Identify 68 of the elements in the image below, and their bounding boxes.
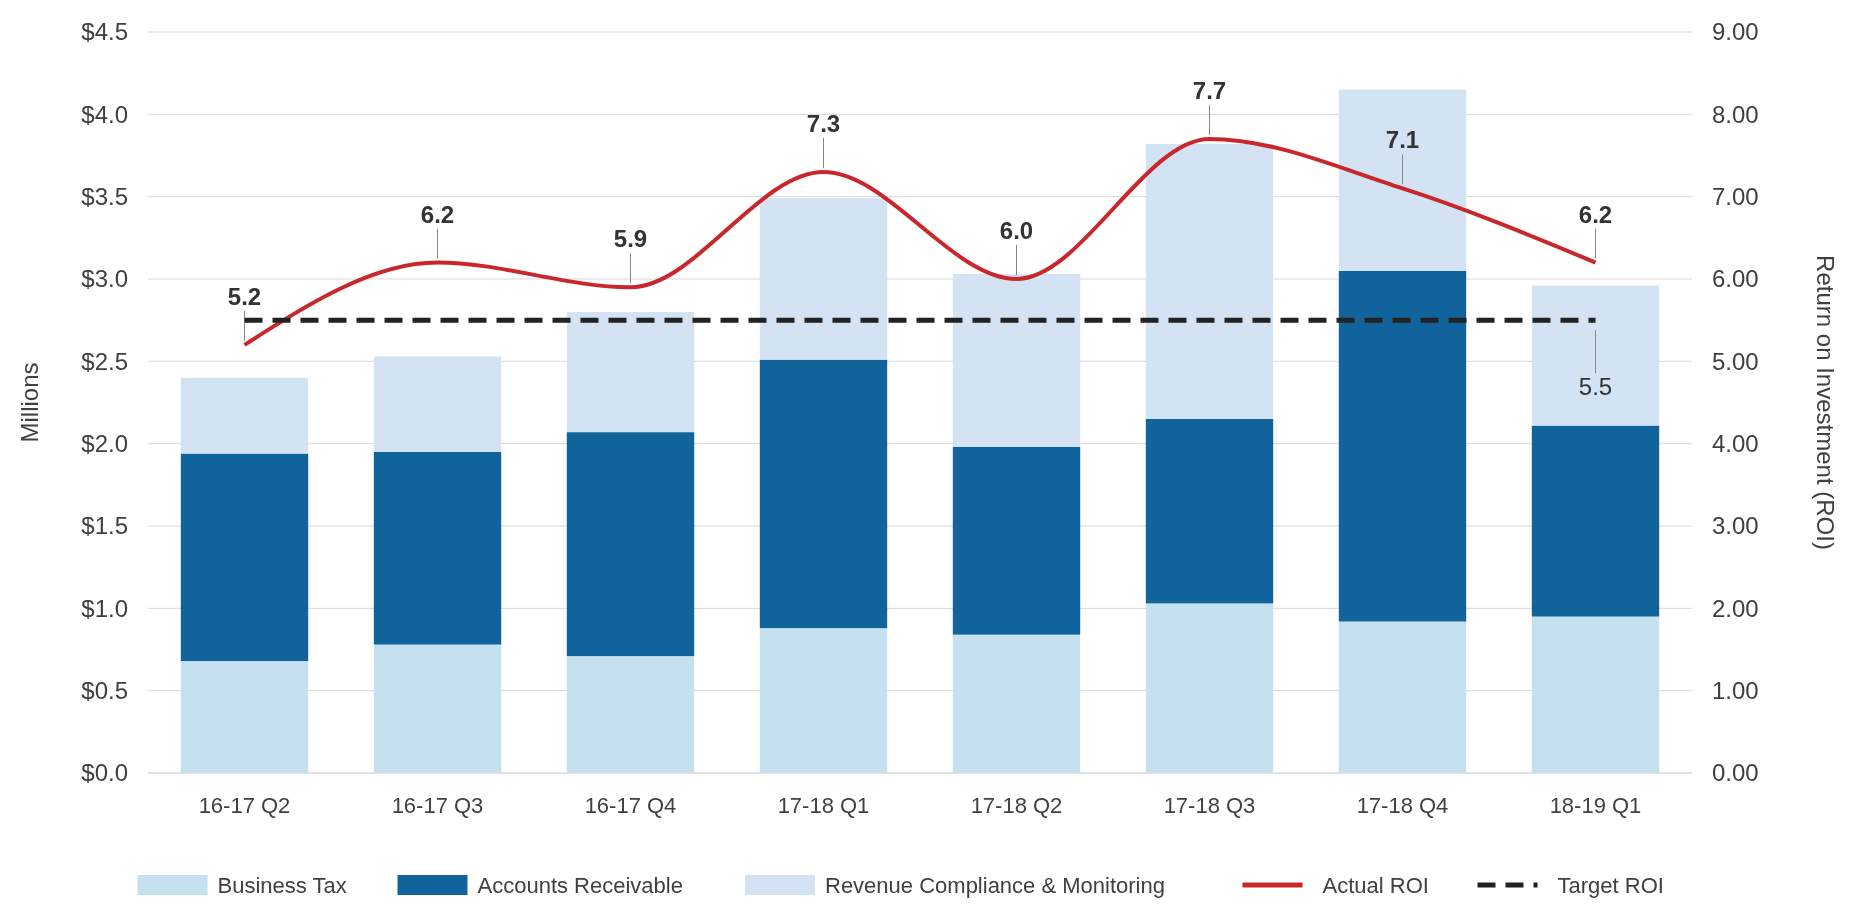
bar: [180, 453, 309, 662]
y-tick-label: $4.5: [81, 18, 128, 46]
bar: [1145, 143, 1274, 419]
legend-label: Revenue Compliance & Monitoring: [825, 872, 1165, 898]
y2-tick-label: 8.00: [1712, 100, 1759, 128]
y-tick-label: $0.5: [81, 677, 128, 705]
bar: [373, 451, 502, 645]
y2-tick-label: 5.00: [1712, 347, 1759, 375]
y2-tick-label: 2.00: [1712, 594, 1759, 622]
y2-tick-label: 6.00: [1712, 265, 1759, 293]
bar: [566, 656, 695, 773]
bar: [1531, 285, 1660, 426]
x-tick-label: 16-17 Q2: [198, 793, 291, 818]
data-label: 6.2: [1578, 200, 1613, 228]
legend-label: Business Tax: [217, 872, 347, 898]
bar: [1145, 418, 1274, 604]
bar: [566, 432, 695, 657]
bar: [1531, 425, 1660, 617]
data-label: 7.7: [1192, 77, 1227, 105]
bar: [1145, 603, 1274, 773]
bar: [373, 356, 502, 452]
bar: [759, 198, 888, 360]
bar: [180, 377, 309, 454]
y-tick-label: $0.0: [81, 759, 128, 787]
x-tick-label: 17-18 Q3: [1163, 793, 1256, 818]
y-tick-label: $1.0: [81, 594, 128, 622]
y-tick-label: $4.0: [81, 100, 128, 128]
x-tick-label: 16-17 Q3: [391, 793, 484, 818]
y2-tick-label: 1.00: [1712, 677, 1759, 705]
bar: [952, 634, 1081, 773]
y2-tick-label: 7.00: [1712, 183, 1759, 211]
y-tick-label: $1.5: [81, 512, 128, 540]
y-tick-label: $3.0: [81, 265, 128, 293]
y2-axis-title: Return on Investment (ROI): [1812, 255, 1839, 550]
data-label: 5.5: [1578, 373, 1613, 401]
data-label: 7.1: [1385, 126, 1420, 154]
y-tick-label: $2.0: [81, 430, 128, 458]
y-axis-title: Millions: [16, 362, 43, 443]
bar: [566, 311, 695, 433]
bar: [1531, 616, 1660, 773]
y-tick-label: $3.5: [81, 183, 128, 211]
y2-tick-label: 0.00: [1712, 759, 1759, 787]
data-label: 5.9: [613, 225, 648, 253]
data-label: 7.3: [806, 109, 841, 137]
x-tick-label: 18-19 Q1: [1549, 793, 1642, 818]
legend-label: Accounts Receivable: [477, 872, 683, 898]
bar: [952, 274, 1081, 447]
data-label: 5.2: [227, 282, 262, 310]
x-tick-label: 17-18 Q4: [1356, 793, 1449, 818]
x-tick-label: 17-18 Q1: [777, 793, 870, 818]
bar: [759, 359, 888, 629]
bar: [373, 644, 502, 773]
x-tick-label: 16-17 Q4: [584, 793, 677, 818]
legend-label: Target ROI: [1557, 872, 1664, 898]
y2-tick-label: 9.00: [1712, 18, 1759, 46]
y2-tick-label: 4.00: [1712, 430, 1759, 458]
bar: [1338, 621, 1467, 773]
x-tick-label: 17-18 Q2: [970, 793, 1063, 818]
data-label: 6.0: [999, 217, 1034, 244]
legend-label: Actual ROI: [1322, 872, 1429, 898]
y2-tick-label: 3.00: [1712, 512, 1759, 540]
y-tick-label: $2.5: [81, 347, 128, 375]
bar: [952, 446, 1081, 635]
bar: [180, 661, 309, 773]
bar: [759, 628, 888, 773]
bar: [1338, 89, 1467, 271]
data-label: 6.2: [420, 200, 455, 228]
bar: [1338, 270, 1467, 622]
